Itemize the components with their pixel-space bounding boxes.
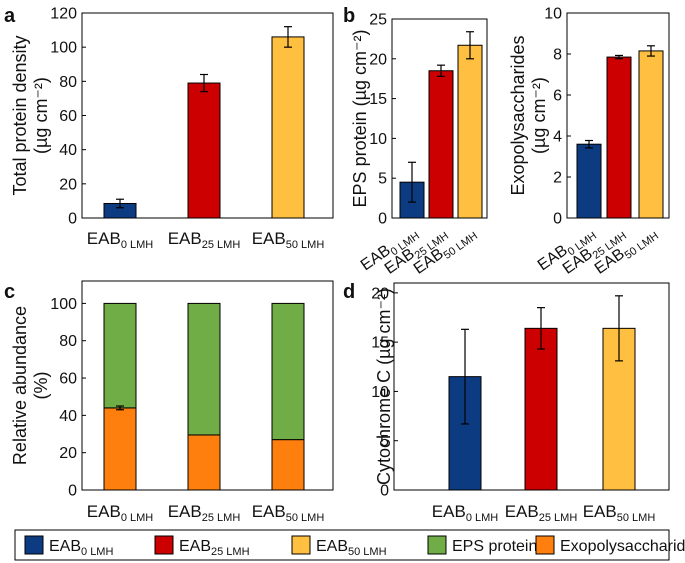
- x-category-label: EAB25 LMH: [168, 229, 241, 251]
- y-tick-label: 40: [59, 142, 77, 159]
- y-tick-label: 80: [59, 333, 77, 350]
- panel-c: 0 20 40 60 80 100 EAB0 LMH EAB25 LMH EAB50 LMH Re…: [4, 280, 334, 524]
- bar-eps-protein: [187, 302, 221, 436]
- x-category-label: EAB50 LMH: [252, 502, 325, 524]
- y-axis-label: Cytochrome C (µg cm⁻²): [374, 288, 394, 485]
- legend-label: EPS protein: [452, 538, 537, 555]
- panel-label-b: b: [343, 5, 355, 27]
- legend-label: Exopolysaccharides: [560, 538, 685, 555]
- bar-25-lmh: [524, 327, 558, 491]
- bar-exopolysaccharides: [187, 434, 221, 491]
- legend-swatch: [291, 535, 311, 555]
- panel-a: 0 20 40 60 80 100 120 EAB0 LMH EAB25 LMH EAB50 LM…: [4, 5, 334, 251]
- bar-50-lmh: [271, 36, 305, 219]
- y-tick-label: 6: [553, 88, 562, 105]
- y-axis-label: Relative abundance(%): [10, 306, 51, 465]
- y-tick-label: 100: [50, 40, 77, 57]
- bar-25-lmh: [187, 82, 221, 219]
- y-tick-label: 20: [59, 176, 77, 193]
- x-category-label: EAB0 LMH: [87, 502, 153, 524]
- x-category-label: EAB50 LMH: [252, 229, 325, 251]
- bar-25-lmh: [428, 70, 454, 219]
- y-tick-label: 5: [378, 171, 387, 188]
- legend: EAB0 LMH EAB25 LMH EAB50 LMH EPS protein Exo…: [14, 529, 685, 561]
- y-tick-label: 100: [50, 296, 77, 313]
- legend-label: EAB50 LMH: [316, 538, 387, 558]
- bar-50-lmh: [457, 44, 483, 219]
- legend-swatch: [427, 535, 447, 555]
- legend-swatch: [24, 535, 44, 555]
- panel-d: 0 5 10 15 20 EAB0 LMH EAB25 LMH EAB50 LMH Cytoch…: [343, 281, 670, 524]
- x-category-label: EAB0 LMH: [87, 229, 153, 251]
- x-category-label: EAB25 LMH: [505, 502, 578, 524]
- legend-item-exopolysaccharides: Exopolysaccharides: [535, 535, 685, 555]
- y-tick-label: 0: [378, 211, 387, 228]
- legend-frame: [14, 529, 670, 561]
- panel-label-a: a: [4, 5, 16, 27]
- y-tick-label: 60: [59, 108, 77, 125]
- y-tick-label: 10: [371, 384, 389, 401]
- y-tick-label: 60: [59, 371, 77, 388]
- bar-exopolysaccharides: [103, 407, 137, 491]
- y-tick-label: 20: [59, 445, 77, 462]
- y-tick-label: 40: [59, 408, 77, 425]
- y-tick-label: 10: [369, 131, 387, 148]
- legend-item-eps-protein: EPS protein: [427, 535, 537, 555]
- y-tick-label: 20: [369, 51, 387, 68]
- bar-eps-protein: [103, 302, 137, 409]
- y-tick-label: 8: [553, 47, 562, 64]
- x-category-label: EAB0 LMH: [432, 502, 498, 524]
- y-tick-label: 4: [553, 129, 562, 146]
- y-tick-label: 25: [369, 12, 387, 29]
- panel-label-d: d: [343, 281, 355, 303]
- x-category-label: EAB25 LMH: [168, 502, 241, 524]
- y-tick-label: 120: [50, 6, 77, 23]
- bar-exopolysaccharides: [271, 439, 305, 491]
- y-tick-label: 80: [59, 74, 77, 91]
- legend-swatch: [535, 535, 555, 555]
- y-tick-label: 0: [68, 483, 77, 500]
- legend-swatch: [154, 535, 174, 555]
- legend-item-eab-50: EAB50 LMH: [291, 535, 387, 558]
- bar-50-lmh: [638, 50, 664, 219]
- y-tick-label: 0: [380, 483, 389, 500]
- bar-25-lmh: [606, 56, 632, 219]
- y-axis-label: Exopolysaccharides(µg cm⁻²): [508, 35, 549, 195]
- panel-label-c: c: [4, 281, 15, 303]
- y-tick-label: 5: [380, 433, 389, 450]
- y-tick-label: 15: [369, 91, 387, 108]
- y-tick-label: 15: [371, 335, 389, 352]
- legend-label: EAB0 LMH: [49, 538, 113, 558]
- bar-eps-protein: [271, 302, 305, 441]
- y-axis-label: Total protein density(µg cm⁻²): [10, 35, 51, 195]
- y-axis-label: EPS protein (µg cm⁻²): [350, 30, 370, 208]
- legend-item-eab-0: EAB0 LMH: [24, 535, 113, 558]
- y-tick-label: 0: [553, 211, 562, 228]
- y-tick-label: 20: [371, 285, 389, 302]
- bar-0-lmh: [576, 143, 602, 219]
- y-tick-label: 0: [68, 211, 77, 228]
- legend-item-eab-25: EAB25 LMH: [154, 535, 250, 558]
- x-category-label: EAB50 LMH: [583, 502, 656, 524]
- y-tick-label: 10: [544, 6, 562, 23]
- y-tick-label: 2: [553, 170, 562, 187]
- legend-label: EAB25 LMH: [179, 538, 250, 558]
